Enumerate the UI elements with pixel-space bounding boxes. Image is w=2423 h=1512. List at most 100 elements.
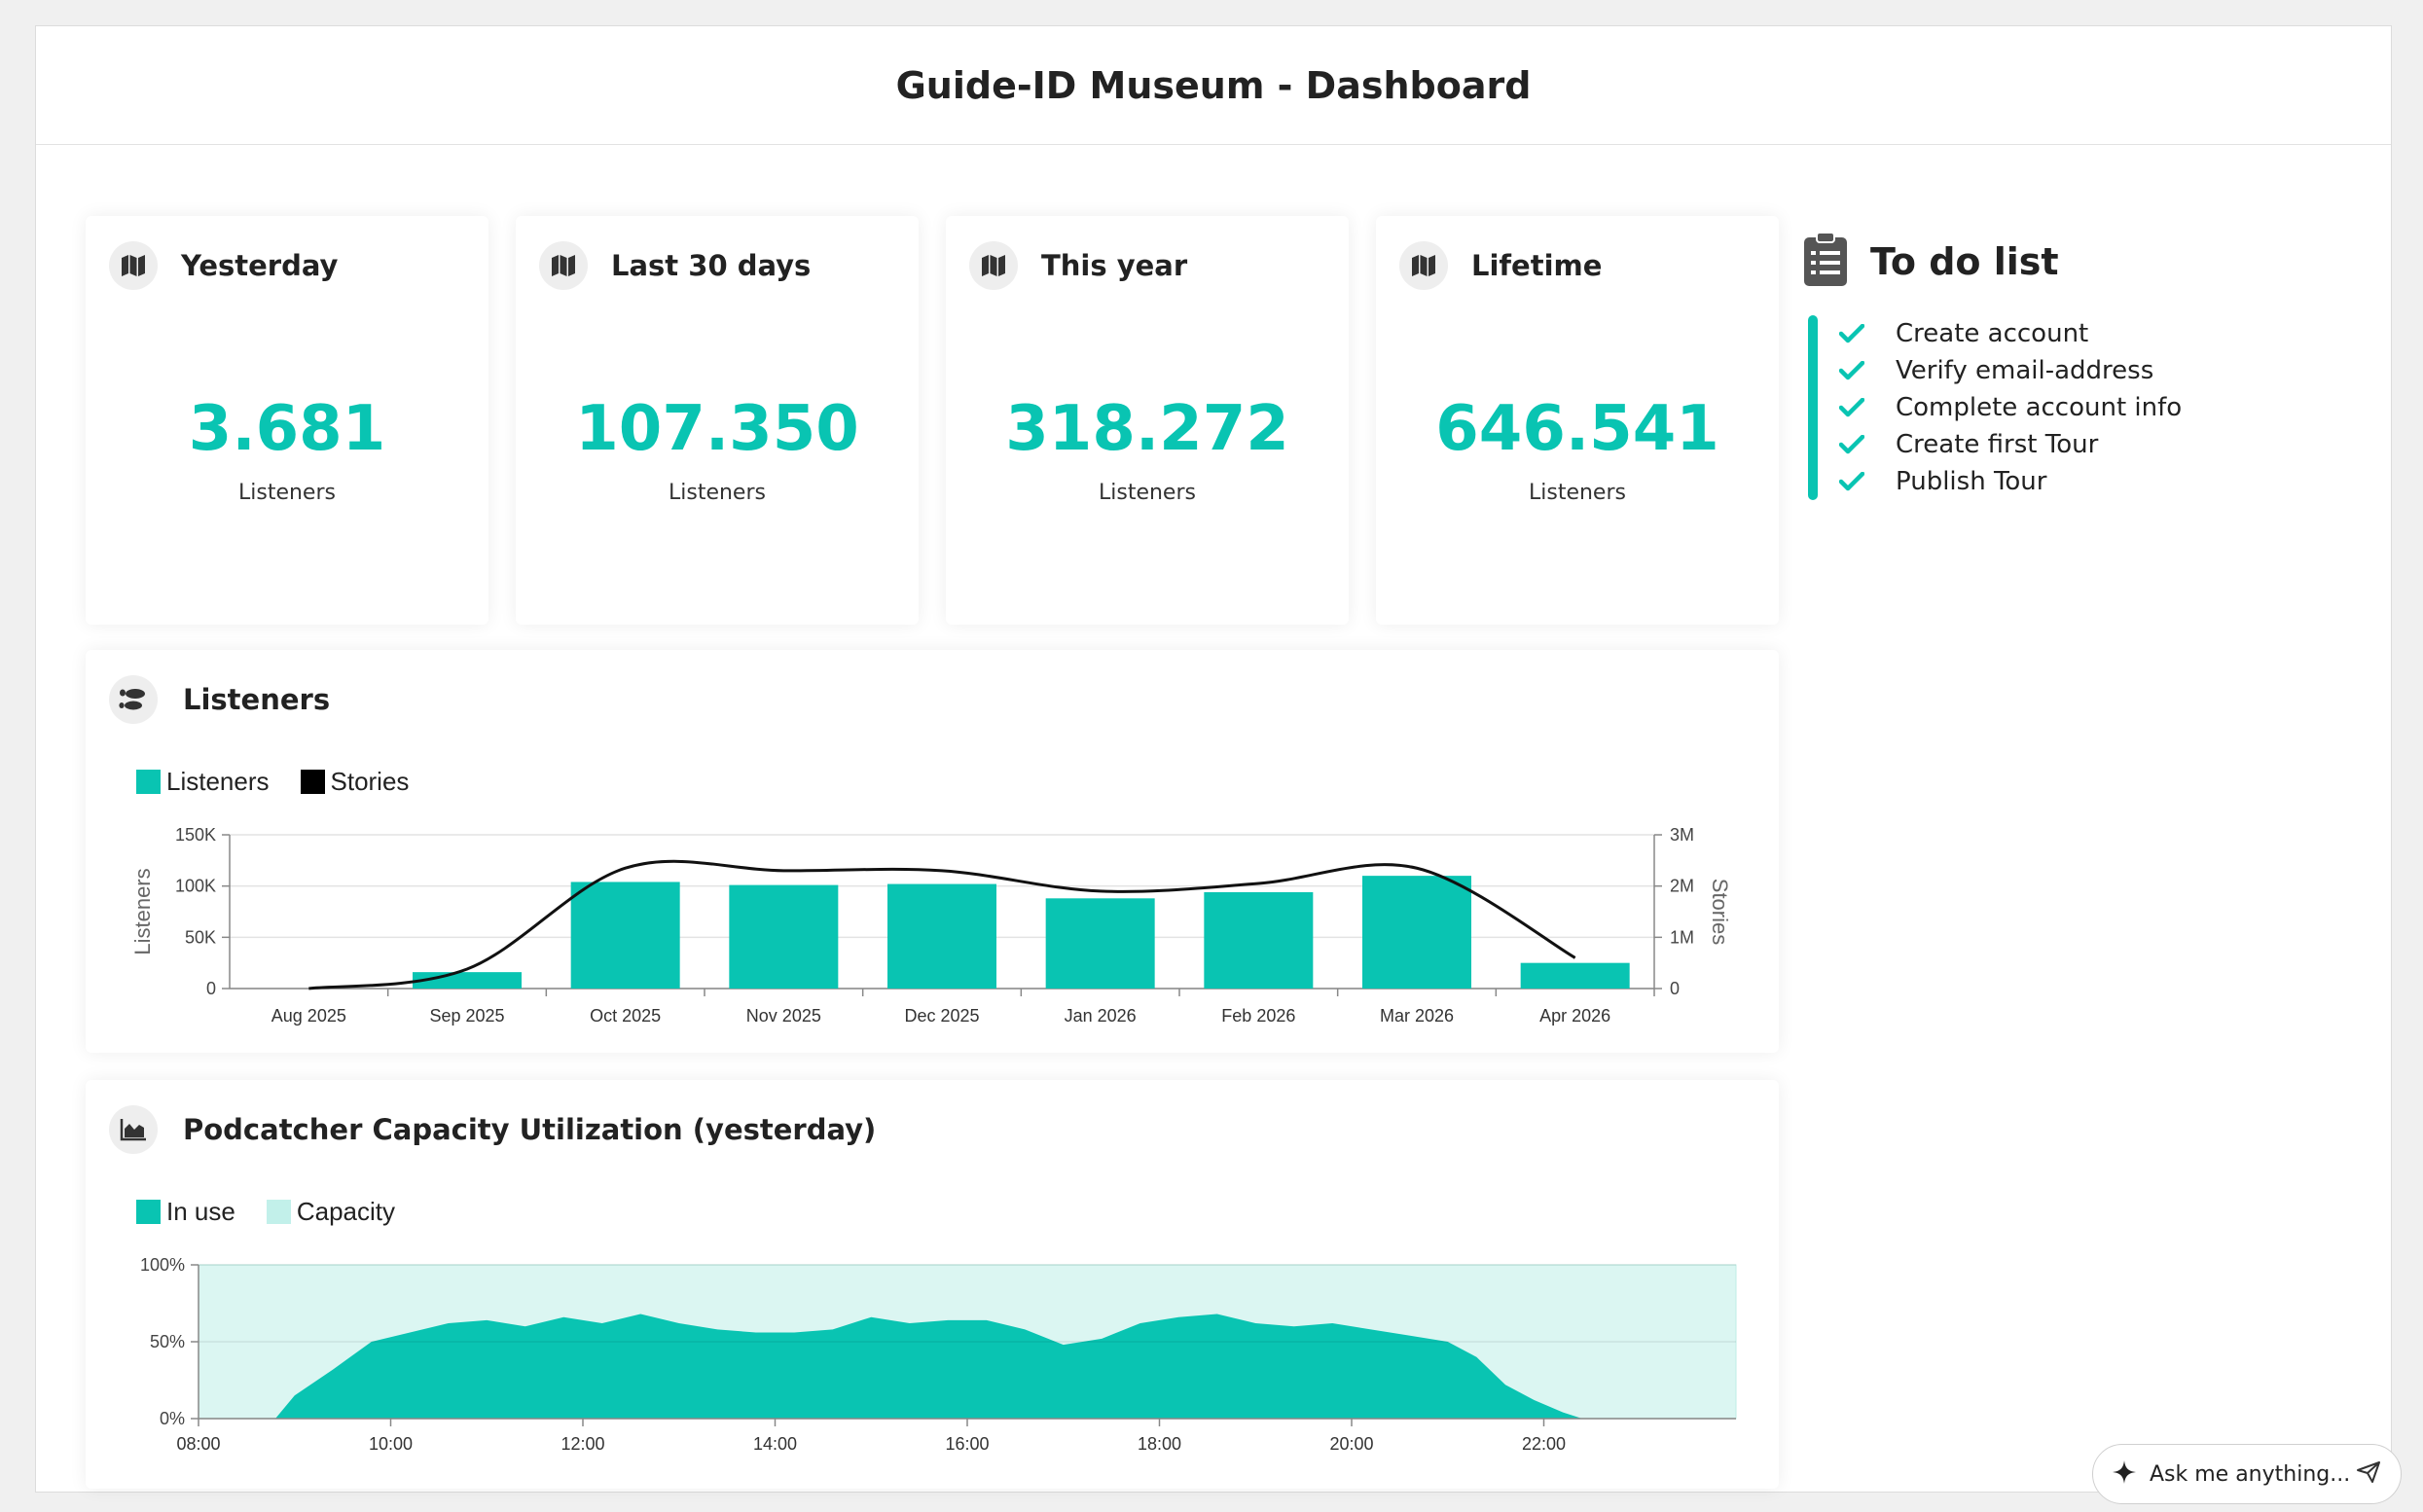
legend-item[interactable]: In use (136, 1197, 235, 1227)
y2-tick-label: 1M (1670, 927, 1694, 947)
bar (1520, 962, 1630, 989)
todo-title: To do list (1870, 240, 2059, 283)
stat-title: Yesterday (181, 249, 339, 282)
stories-line (308, 859, 1576, 990)
chart-title: Listeners (183, 683, 331, 716)
stat-card-lifetime: Lifetime 646.541 Listeners (1376, 216, 1779, 625)
x-tick-label: Dec 2025 (904, 1006, 979, 1026)
legend-item[interactable]: Stories (300, 767, 410, 797)
stat-title: This year (1041, 249, 1188, 282)
stat-label: Listeners (669, 481, 766, 505)
bar (1204, 891, 1314, 989)
y-tick-label: 150K (175, 825, 216, 845)
listeners-chart-card: Listeners Listeners Stories 0 50K 100K 150K… (86, 650, 1779, 1053)
capacity-chart: 0% 50% 100% 08:00 10:00 12:00 14:00 16:00 18:00 2… (140, 1255, 1737, 1454)
sparkle-icon (2113, 1460, 2136, 1488)
footsteps-icon (109, 675, 158, 724)
todo-item[interactable]: Create first Tour (1839, 426, 2308, 463)
legend-item[interactable]: Listeners (136, 767, 270, 797)
y-tick-label: 50K (185, 927, 216, 947)
check-icon (1839, 435, 1866, 454)
assistant-input[interactable]: Ask me anything... (2092, 1444, 2402, 1504)
stat-card-yesterday: Yesterday 3.681 Listeners (86, 216, 488, 625)
check-icon (1839, 361, 1866, 380)
stat-label: Listeners (1099, 481, 1196, 505)
map-icon (109, 241, 158, 290)
y-tick-label: 50% (150, 1332, 185, 1351)
todo-item-label: Create first Tour (1896, 430, 2099, 459)
y-tick-label: 0 (206, 979, 216, 998)
x-tick-label: 12:00 (561, 1434, 604, 1454)
listeners-chart: 0 50K 100K 150K 0 1M 2M 3M Listeners Stories Aug 2… (130, 825, 1732, 1026)
map-icon (1399, 241, 1448, 290)
stat-value: 3.681 (188, 393, 386, 465)
x-tick-label: 08:00 (176, 1434, 220, 1454)
bar (570, 882, 680, 989)
area-chart-icon (109, 1105, 158, 1154)
x-tick-label: 10:00 (369, 1434, 413, 1454)
y-axis-label: Listeners (130, 868, 155, 954)
legend-label: Listeners (166, 767, 270, 796)
clipboard-list-icon (1802, 232, 1849, 292)
y2-tick-label: 3M (1670, 825, 1694, 845)
x-tick-label: 14:00 (753, 1434, 797, 1454)
chart-title: Podcatcher Capacity Utilization (yesterd… (183, 1113, 877, 1146)
todo-list: Create account Verify email-address Comp… (1808, 315, 2308, 500)
bar (1362, 876, 1471, 989)
x-tick-label: Mar 2026 (1380, 1006, 1454, 1026)
stat-card-last-30-days: Last 30 days 107.350 Listeners (516, 216, 919, 625)
in-use-area (199, 1314, 1736, 1419)
bar (729, 884, 839, 989)
capacity-chart-card: Podcatcher Capacity Utilization (yesterd… (86, 1080, 1779, 1489)
stat-title: Last 30 days (611, 249, 812, 282)
y-tick-label: 100% (140, 1255, 185, 1275)
assistant-placeholder: Ask me anything... (2150, 1461, 2351, 1487)
map-icon (539, 241, 588, 290)
y2-tick-label: 0 (1670, 979, 1680, 998)
x-tick-label: Jan 2026 (1065, 1006, 1137, 1026)
todo-item[interactable]: Complete account info (1839, 389, 2308, 426)
stat-value: 646.541 (1435, 393, 1719, 465)
x-tick-label: 20:00 (1329, 1434, 1373, 1454)
x-tick-label: Feb 2026 (1221, 1006, 1295, 1026)
check-icon (1839, 472, 1866, 491)
x-tick-label: Apr 2026 (1539, 1006, 1610, 1026)
legend-item[interactable]: Capacity (266, 1197, 395, 1227)
stat-card-this-year: This year 318.272 Listeners (946, 216, 1349, 625)
legend-label: Capacity (296, 1197, 395, 1226)
todo-item[interactable]: Verify email-address (1839, 352, 2308, 389)
todo-progress-bar (1808, 315, 1818, 500)
todo-item-label: Complete account info (1896, 393, 2183, 422)
x-tick-label: Oct 2025 (590, 1006, 661, 1026)
y-tick-label: 0% (160, 1409, 185, 1428)
legend-label: Stories (330, 767, 410, 796)
page-header: Guide-ID Museum - Dashboard (36, 26, 2391, 145)
todo-item[interactable]: Publish Tour (1839, 463, 2308, 500)
x-tick-label: Aug 2025 (271, 1006, 346, 1026)
x-tick-label: 16:00 (945, 1434, 989, 1454)
todo-item-label: Publish Tour (1896, 467, 2047, 496)
x-tick-label: 18:00 (1138, 1434, 1181, 1454)
todo-panel: To do list Create account Verify email-a… (1802, 232, 2308, 500)
todo-item-label: Create account (1896, 319, 2089, 348)
x-tick-label: 22:00 (1522, 1434, 1566, 1454)
stat-label: Listeners (1529, 481, 1626, 505)
todo-item[interactable]: Create account (1839, 315, 2308, 352)
legend-label: In use (166, 1197, 235, 1226)
stat-value: 107.350 (575, 393, 859, 465)
x-tick-label: Nov 2025 (746, 1006, 821, 1026)
chart-legend: Listeners Stories (136, 767, 440, 797)
check-icon (1839, 324, 1866, 343)
bar (1045, 898, 1155, 989)
chart-legend: In use Capacity (136, 1197, 426, 1227)
stat-label: Listeners (238, 481, 336, 505)
map-icon (969, 241, 1018, 290)
stat-title: Lifetime (1471, 249, 1603, 282)
check-icon (1839, 398, 1866, 417)
y-tick-label: 100K (175, 877, 216, 896)
y2-tick-label: 2M (1670, 877, 1694, 896)
stat-value: 318.272 (1005, 393, 1289, 465)
send-icon[interactable] (2356, 1460, 2381, 1488)
page-title: Guide-ID Museum - Dashboard (895, 63, 1532, 107)
x-tick-label: Sep 2025 (429, 1006, 504, 1026)
